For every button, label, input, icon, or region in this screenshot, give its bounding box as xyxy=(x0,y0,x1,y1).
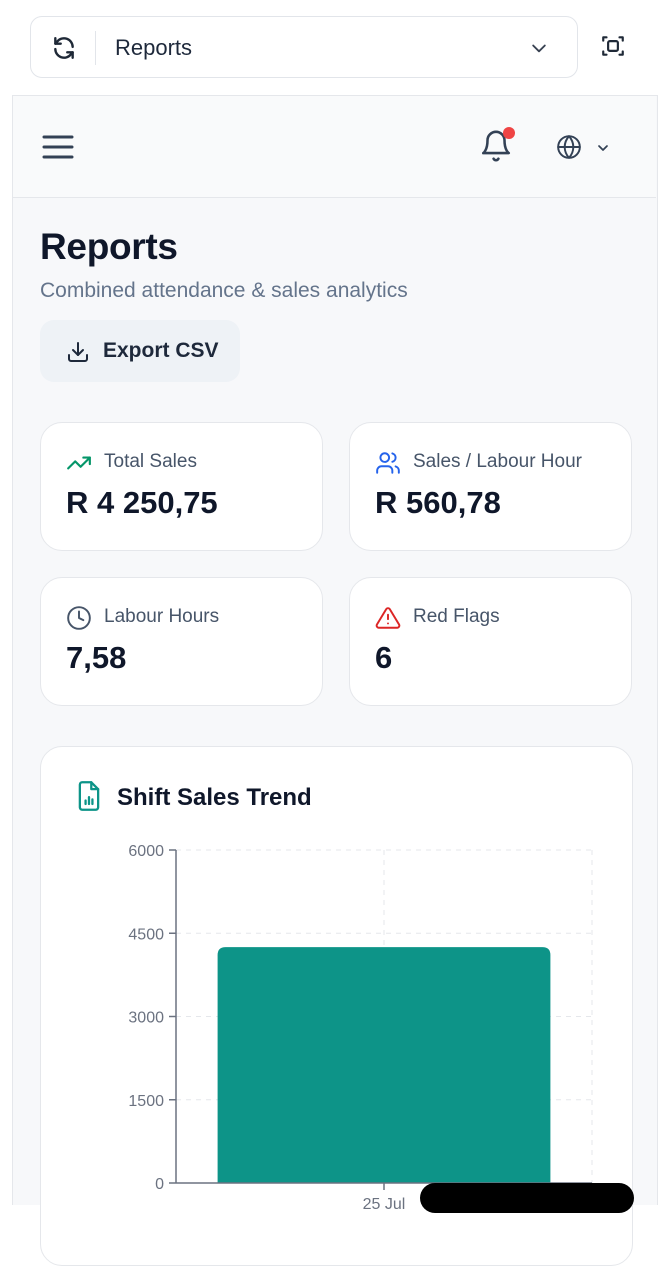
users-icon xyxy=(376,452,400,474)
divider xyxy=(95,31,96,65)
y-tick-label: 0 xyxy=(155,1176,164,1193)
y-tick-label: 1500 xyxy=(128,1093,164,1110)
page-subtitle: Combined attendance & sales analytics xyxy=(40,279,408,302)
y-tick-label: 4500 xyxy=(128,926,164,943)
chevron-down-icon[interactable] xyxy=(595,140,611,156)
download-icon xyxy=(68,342,88,362)
x-tick-label: 25 Jul xyxy=(363,1196,406,1213)
app-frame: Reports Combined attendance & sales anal… xyxy=(12,95,658,1266)
stat-card-red-flags: Red Flags 6 xyxy=(349,577,632,706)
chevron-down-icon[interactable] xyxy=(529,38,549,58)
bar-chart: 0 1500 3000 4500 6000 25 Jul xyxy=(128,843,593,1213)
menu-icon[interactable] xyxy=(42,134,74,160)
file-chart-icon xyxy=(78,781,100,811)
scan-icon[interactable] xyxy=(600,33,626,59)
refresh-icon[interactable] xyxy=(51,35,77,61)
stat-card-sales-per-labour-hour: Sales / Labour Hour R 560,78 xyxy=(349,422,632,551)
export-csv-button[interactable]: Export CSV xyxy=(40,320,240,382)
stat-label: Red Flags xyxy=(413,606,500,627)
app-header xyxy=(13,96,656,198)
stat-label: Total Sales xyxy=(104,451,197,472)
alert-triangle-icon xyxy=(375,607,401,629)
page-selector[interactable]: Reports xyxy=(30,16,578,78)
shift-sales-trend-card: Shift Sales Trend 0 1500 3000 4500 6000 25 Ju… xyxy=(40,746,633,1266)
stat-card-labour-hours: Labour Hours 7,58 xyxy=(40,577,323,706)
selected-page-label: Reports xyxy=(115,35,193,60)
globe-icon[interactable] xyxy=(556,134,582,160)
y-tick-label: 6000 xyxy=(128,843,164,860)
stat-label: Labour Hours xyxy=(104,606,220,627)
notification-badge xyxy=(503,127,515,139)
stat-value: R 4 250,75 xyxy=(66,485,218,520)
stat-value: 6 xyxy=(375,640,393,675)
chart-title: Shift Sales Trend xyxy=(117,784,312,811)
home-indicator xyxy=(420,1183,634,1213)
stat-card-total-sales: Total Sales R 4 250,75 xyxy=(40,422,323,551)
export-csv-label: Export CSV xyxy=(103,339,219,362)
stat-label: Sales / Labour Hour xyxy=(413,451,582,472)
y-tick-label: 3000 xyxy=(128,1010,164,1027)
clock-icon xyxy=(67,606,91,630)
stat-value: R 560,78 xyxy=(375,485,501,520)
trending-up-icon xyxy=(67,456,91,470)
top-bar: Reports xyxy=(0,0,672,96)
bar xyxy=(217,947,551,1183)
page-title: Reports xyxy=(40,226,178,267)
stat-value: 7,58 xyxy=(66,640,127,675)
bell-icon[interactable] xyxy=(479,129,513,163)
